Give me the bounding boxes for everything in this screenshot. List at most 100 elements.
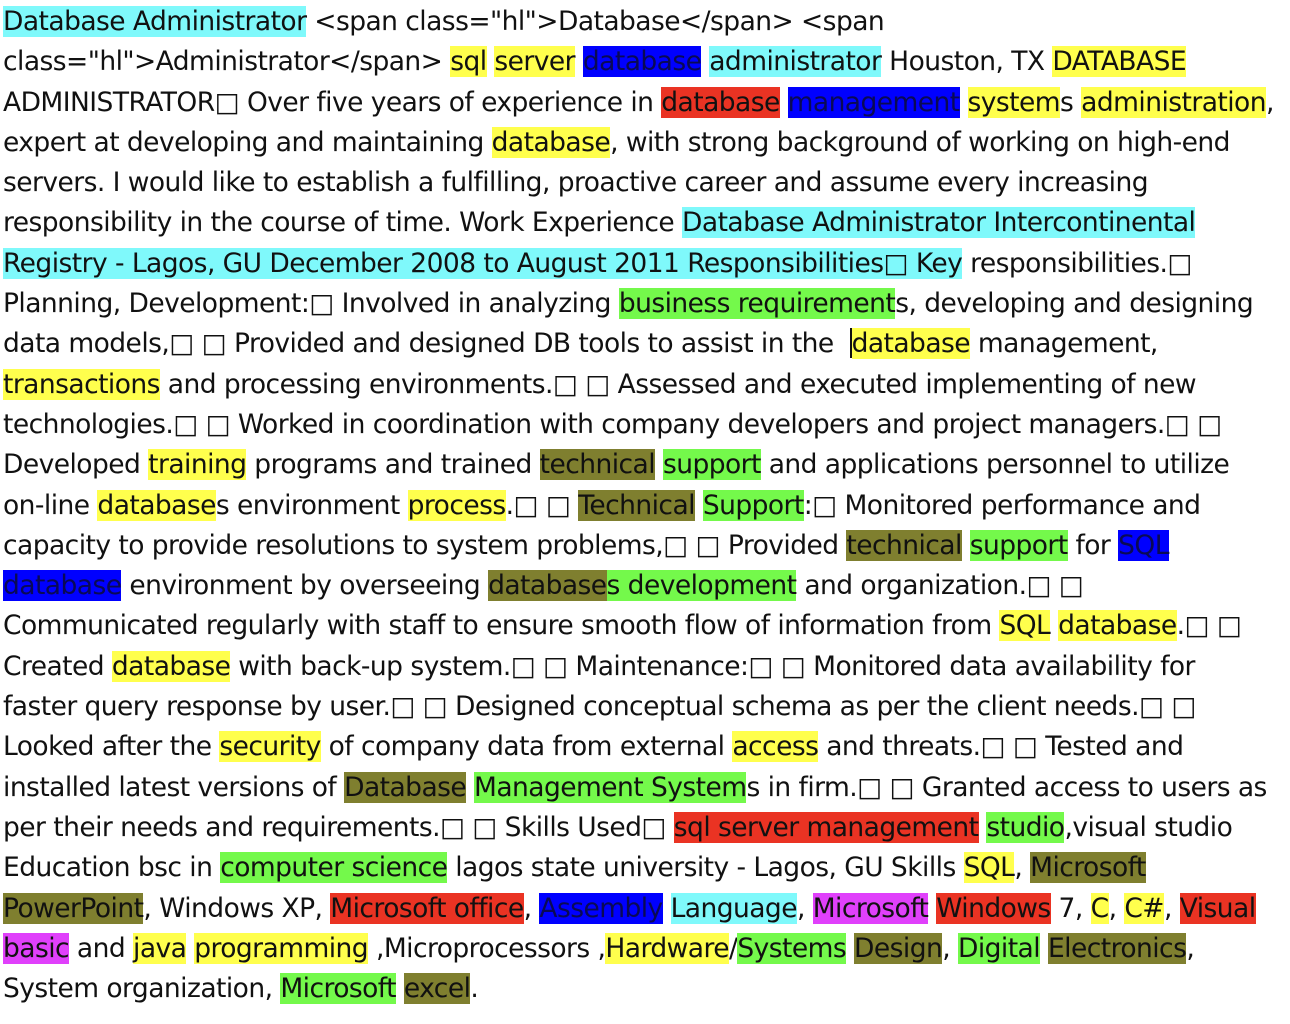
highlighted-term: administration — [1081, 86, 1267, 118]
highlighted-term: Management System — [474, 771, 747, 803]
text-run: , — [942, 932, 958, 964]
text-run: , — [796, 892, 813, 924]
text-run: ADMINISTRATOR□ Over five years of experi… — [3, 86, 662, 118]
text-run: .□ □ Created — [3, 610, 1242, 682]
text-run: with back-up system.□ □ Maintenance:□ □ … — [3, 650, 1196, 763]
highlighted-term: C# — [1124, 892, 1164, 924]
highlighted-term: database — [3, 570, 122, 602]
highlighted-term: Microsoft — [280, 973, 397, 1005]
highlighted-term: sql server management — [673, 811, 979, 843]
text-run: ,Microprocessors , — [368, 932, 606, 964]
highlighted-term: business requirement — [618, 288, 896, 320]
highlighted-term: technical — [539, 449, 656, 481]
highlighted-term: Language — [670, 892, 798, 924]
text-run: , System organization, — [3, 932, 1195, 1005]
highlighted-term: process — [407, 489, 506, 521]
highlighted-term: technical — [846, 529, 962, 561]
highlighted-term: Support — [702, 489, 804, 521]
text-run — [962, 530, 970, 561]
highlighted-term: access — [732, 731, 819, 763]
text-run — [466, 772, 474, 803]
highlighted-term: server — [494, 46, 576, 78]
text-run: and — [69, 932, 134, 964]
highlighted-term: support — [969, 529, 1068, 561]
highlighted-term: database — [582, 46, 702, 78]
text-run — [663, 893, 671, 924]
text-run — [960, 87, 968, 118]
text-run: , — [1163, 892, 1180, 924]
text-run: s environment — [215, 489, 408, 521]
text-run: ,visual studio Education bsc in — [3, 811, 1233, 884]
text-run: s, developing and designing data models,… — [3, 288, 1254, 360]
highlighted-term: DATABASE — [1052, 46, 1187, 78]
highlighted-term: database — [111, 650, 231, 682]
text-run: , Windows XP, — [143, 892, 331, 924]
highlighted-term: Microsoft office — [330, 892, 524, 924]
highlighted-term: Systems — [737, 932, 847, 964]
highlighted-term: management — [787, 86, 960, 118]
highlighted-term: s development — [606, 570, 797, 602]
text-run: :□ Monitored performance and capacity to… — [3, 489, 1201, 561]
text-run: Houston, TX — [881, 46, 1053, 78]
highlighted-term: basic — [3, 932, 70, 964]
text-run: for — [1067, 529, 1119, 561]
text-run: s — [1060, 86, 1082, 118]
text-cursor — [849, 328, 852, 359]
text-run: <span class="hl">Database</span> <span c… — [3, 6, 885, 78]
text-run — [396, 973, 404, 1004]
highlighted-term: SQL — [963, 852, 1015, 884]
text-run — [780, 87, 788, 118]
highlighted-term: Hardware — [605, 932, 730, 964]
text-run: and applications personnel to utilize on… — [3, 449, 1230, 521]
highlighted-term: Design — [854, 932, 943, 964]
highlighted-term: database — [488, 570, 607, 602]
text-run: lagos state university - Lagos, GU Skill… — [447, 852, 964, 884]
highlighted-term: studio — [986, 811, 1065, 843]
highlighted-term: Electronics — [1047, 932, 1187, 964]
text-run: and threats.□ □ Tested and installed lat… — [3, 731, 1184, 803]
text-run: s in firm.□ □ Granted access to users as… — [3, 771, 1267, 843]
highlighted-term: database — [491, 126, 611, 158]
highlighted-term: administrator — [709, 46, 882, 78]
text-run: programs and trained — [246, 449, 540, 481]
text-run: environment by overseeing — [121, 570, 489, 602]
text-run: and organization.□ □ Communicated regula… — [3, 570, 1084, 642]
text-run: / — [728, 932, 738, 964]
highlighted-term: Windows — [936, 892, 1051, 924]
highlighted-term: Visual — [1179, 892, 1256, 924]
highlighted-term: training — [148, 449, 247, 481]
highlighted-term: database — [1058, 610, 1177, 642]
highlighted-term: Digital — [957, 932, 1041, 964]
text-run: , with strong background of working on h… — [3, 126, 1230, 239]
highlighted-term: Assembly — [539, 892, 663, 924]
text-run: and processing environments.□ □ Assessed… — [3, 368, 1222, 481]
highlighted-term: Database — [344, 771, 467, 803]
highlighted-term: Microsoft — [812, 892, 929, 924]
highlighted-term: security — [219, 731, 321, 763]
text-run — [695, 490, 703, 521]
highlighted-term: SQL — [1118, 529, 1170, 561]
text-run: 7, — [1050, 892, 1091, 924]
text-run: , — [523, 892, 540, 924]
highlighted-term: Database Administrator — [3, 6, 307, 37]
highlighted-term: support — [662, 449, 761, 481]
highlighted-term: database — [661, 86, 780, 118]
highlighted-term: programming — [194, 932, 369, 964]
text-run: , expert at developing and maintaining — [3, 86, 1274, 158]
highlighted-term: sql — [450, 46, 487, 78]
text-run — [1050, 610, 1058, 641]
text-run: , — [1108, 892, 1125, 924]
text-run: . — [470, 973, 479, 1005]
highlighted-term: transactions — [3, 368, 160, 400]
highlighted-term: database — [851, 328, 971, 360]
text-run: responsibilities.□ Planning, Development… — [3, 247, 1192, 320]
highlighted-term: java — [133, 932, 187, 964]
highlighted-term: C — [1090, 892, 1109, 924]
highlighted-term: system — [967, 86, 1061, 118]
text-run: of company data from external — [320, 731, 733, 763]
text-run: management, — [970, 328, 1158, 360]
highlighted-term: excel — [403, 973, 471, 1005]
highlighted-term: Technical — [578, 489, 696, 521]
text-run — [655, 449, 663, 480]
